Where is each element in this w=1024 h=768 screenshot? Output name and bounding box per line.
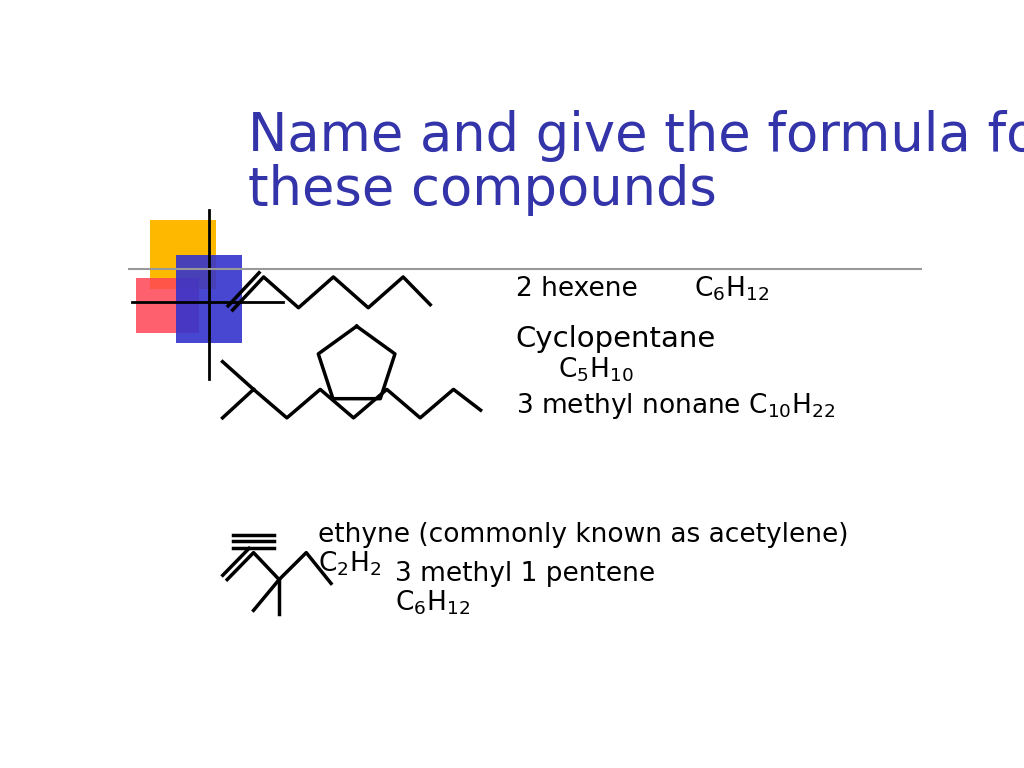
FancyBboxPatch shape [136, 278, 200, 333]
Text: $\mathrm{C_2H_2}$: $\mathrm{C_2H_2}$ [317, 550, 381, 578]
Text: 2 hexene: 2 hexene [515, 276, 663, 302]
Text: ethyne (commonly known as acetylene): ethyne (commonly known as acetylene) [317, 522, 848, 548]
Text: 3 methyl nonane $\mathrm{C_{10}H_{22}}$: 3 methyl nonane $\mathrm{C_{10}H_{22}}$ [515, 392, 835, 422]
Text: Cyclopentane: Cyclopentane [515, 325, 716, 353]
Text: $\mathrm{C_6H_{12}}$: $\mathrm{C_6H_{12}}$ [693, 274, 769, 303]
Text: Name and give the formula for: Name and give the formula for [248, 110, 1024, 162]
Text: $\mathrm{C_6H_{12}}$: $\mathrm{C_6H_{12}}$ [395, 588, 470, 617]
Text: 3 methyl 1 pentene: 3 methyl 1 pentene [395, 561, 655, 588]
Text: these compounds: these compounds [248, 164, 717, 216]
FancyBboxPatch shape [176, 255, 242, 343]
Text: $\mathrm{C_5H_{10}}$: $\mathrm{C_5H_{10}}$ [558, 355, 634, 383]
FancyBboxPatch shape [150, 220, 216, 290]
